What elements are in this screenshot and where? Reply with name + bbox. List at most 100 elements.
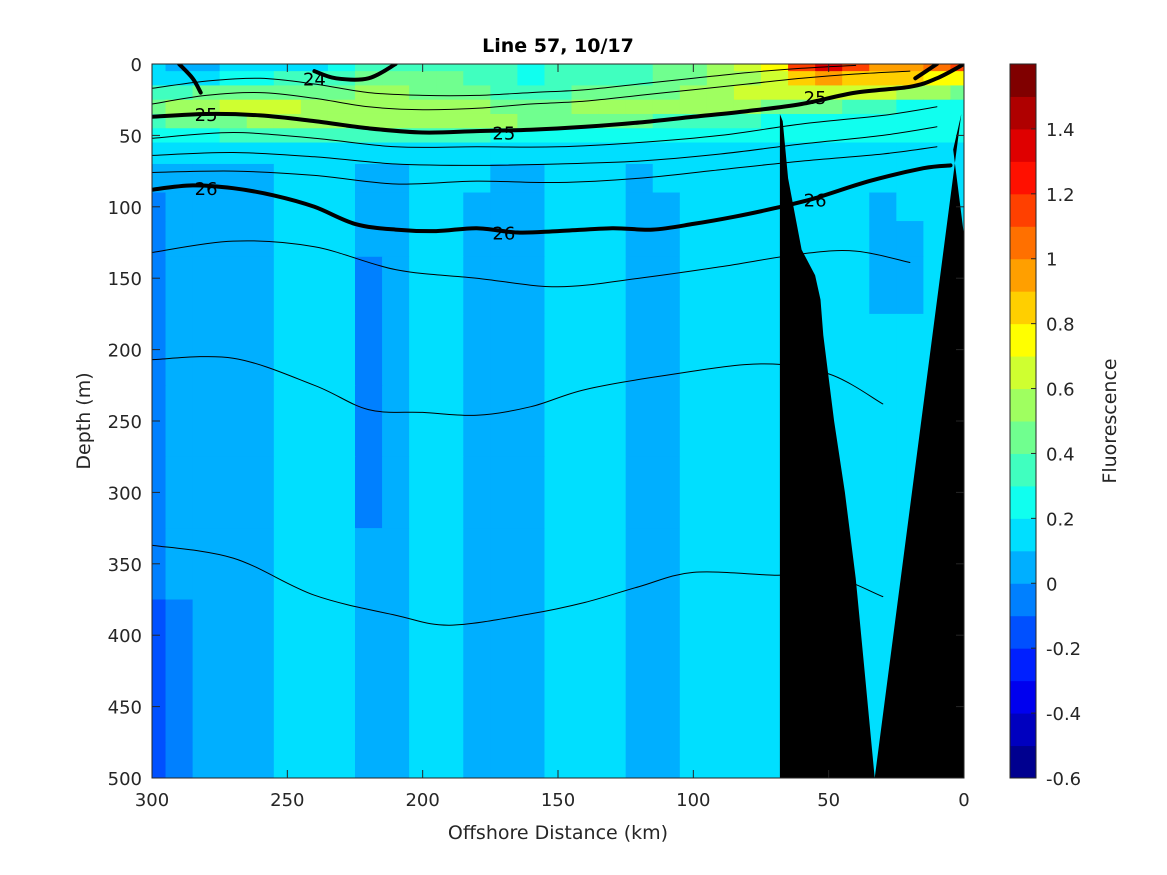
field-cell xyxy=(192,64,221,72)
field-cell xyxy=(463,71,491,87)
field-cell xyxy=(490,221,518,258)
field-cell xyxy=(652,142,681,165)
field-cell xyxy=(625,64,654,72)
field-cell xyxy=(463,742,491,778)
field-cell xyxy=(409,71,437,87)
field-cell xyxy=(706,456,735,529)
field-cell xyxy=(733,742,762,778)
x-tick-label: 200 xyxy=(405,790,439,811)
field-cell xyxy=(327,742,356,778)
field-cell xyxy=(517,128,546,144)
density-contour-thin xyxy=(152,544,884,626)
field-cell xyxy=(463,85,491,101)
field-cell xyxy=(165,313,194,386)
field-cell xyxy=(382,670,410,743)
field-cell xyxy=(436,163,464,194)
field-cell xyxy=(950,142,964,165)
field-cell xyxy=(625,670,654,743)
field-cell xyxy=(436,742,464,778)
field-cell xyxy=(652,528,681,601)
field-cell xyxy=(625,599,654,672)
field-cell xyxy=(327,528,356,601)
field-cell xyxy=(679,385,708,458)
field-cell xyxy=(246,163,275,194)
field-cell xyxy=(869,99,897,115)
field-cell xyxy=(409,192,437,222)
field-cell xyxy=(598,313,627,386)
field-cell xyxy=(219,385,248,458)
field-cell xyxy=(327,385,356,458)
field-cell xyxy=(652,71,681,87)
colorbar-frame xyxy=(1009,63,1037,779)
field-cell xyxy=(571,71,600,87)
field-cell xyxy=(517,456,546,529)
field-cell xyxy=(152,85,167,101)
y-axis-ticks: 0 50 100 150 200 250 300 350 400 450 500 xyxy=(108,55,964,790)
field-cell xyxy=(896,221,924,258)
field-cell xyxy=(490,163,518,194)
field-cell xyxy=(490,85,518,101)
field-cell xyxy=(706,599,735,672)
field-cell xyxy=(652,456,681,529)
field-cell xyxy=(544,599,573,672)
field-cell xyxy=(923,64,952,72)
field-cell xyxy=(517,71,546,87)
field-cell xyxy=(409,456,437,529)
y-tick-label: 400 xyxy=(108,626,142,647)
field-cell xyxy=(625,192,654,222)
field-cell xyxy=(733,385,762,458)
field-cell xyxy=(923,85,952,101)
field-cell xyxy=(463,64,491,72)
field-cell xyxy=(679,528,708,601)
field-cell xyxy=(571,456,600,529)
field-cell xyxy=(652,742,681,778)
field-cell xyxy=(517,163,546,194)
colorbar-tick-label: -0.4 xyxy=(1046,704,1081,725)
field-cell xyxy=(733,128,762,144)
field-cell xyxy=(219,128,248,144)
field-cell xyxy=(625,221,654,258)
field-cell xyxy=(355,64,383,72)
field-cell xyxy=(517,599,546,672)
field-cell xyxy=(219,142,248,165)
field-cell xyxy=(382,99,410,115)
colorbar-tick-label: 1 xyxy=(1046,250,1057,271)
field-cell xyxy=(490,742,518,778)
field-cell xyxy=(192,256,221,315)
y-axis-label: Depth (m) xyxy=(73,372,95,469)
field-cell xyxy=(652,385,681,458)
field-cell xyxy=(273,256,302,315)
field-cell xyxy=(896,99,924,115)
field-cell xyxy=(815,163,843,194)
field-cell xyxy=(598,71,627,87)
colorbar-segment xyxy=(1010,193,1036,227)
field-cell xyxy=(273,599,302,672)
field-cell xyxy=(165,85,194,101)
contour-label: 24 xyxy=(303,69,326,90)
field-cell xyxy=(355,670,383,743)
field-cell xyxy=(165,599,194,672)
field-cell xyxy=(625,128,654,144)
field-cell xyxy=(733,64,762,72)
field-cell xyxy=(165,142,194,165)
field-cell xyxy=(815,71,843,87)
seafloor xyxy=(779,113,964,778)
field-cell xyxy=(355,456,383,529)
field-cell xyxy=(327,128,356,144)
field-cell xyxy=(788,142,816,165)
field-cell xyxy=(192,221,221,258)
field-cell xyxy=(246,128,275,144)
field-cell xyxy=(571,128,600,144)
field-cell xyxy=(544,313,573,386)
field-cell xyxy=(544,113,573,129)
contour-label: 25 xyxy=(492,124,515,145)
field-cell xyxy=(273,456,302,529)
field-cell xyxy=(679,128,708,144)
field-cell xyxy=(273,71,302,87)
colorbar-ticks: -0.6 -0.4 -0.2 0 0.2 0.4 0.6 0.8 1 1.2 1.4 xyxy=(1031,120,1081,790)
field-cell xyxy=(436,670,464,743)
field-cell xyxy=(490,528,518,601)
y-tick-label: 350 xyxy=(108,555,142,576)
field-cell xyxy=(625,85,654,101)
field-cell xyxy=(219,192,248,222)
